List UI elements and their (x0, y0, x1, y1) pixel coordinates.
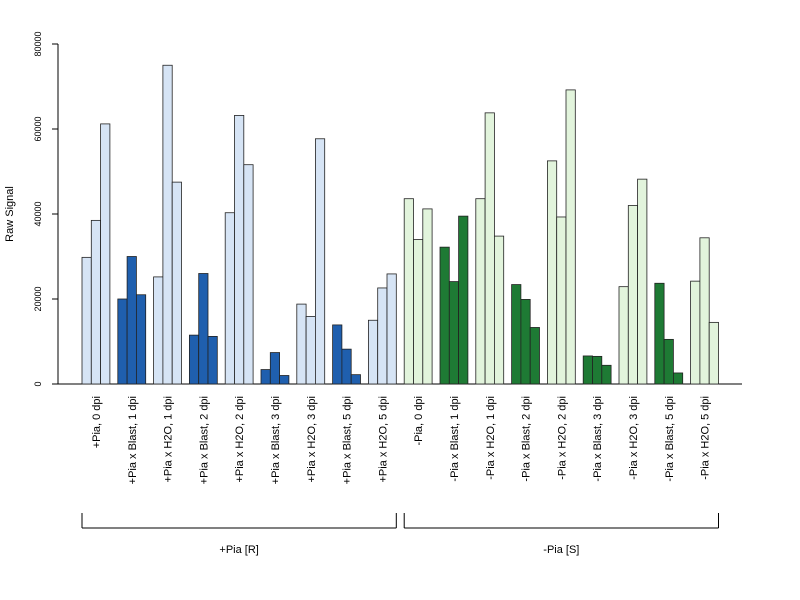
bar (350, 374, 361, 385)
group-brackets: +Pia [R] -Pia [S] (81, 513, 719, 556)
y-axis: 0 20000 40000 60000 80000 (33, 31, 59, 387)
bar (260, 369, 271, 385)
x-category-label: -Pia x Blast, 1 dpi (449, 396, 461, 482)
bar (100, 123, 111, 385)
bar (332, 324, 343, 385)
x-category-label: -Pia x H2O, 1 dpi (485, 396, 497, 480)
bar (90, 219, 102, 385)
y-tick-label: 60000 (33, 116, 43, 141)
bar (207, 335, 218, 385)
x-category-label: -Pia x H2O, 2 dpi (556, 396, 568, 480)
x-category-label: -Pia x H2O, 3 dpi (628, 396, 640, 480)
bar (171, 181, 182, 385)
group-label: +Pia [R] (219, 544, 258, 556)
bar (403, 198, 414, 385)
bar (153, 276, 164, 385)
bar (601, 364, 612, 385)
bar (188, 334, 200, 385)
y-axis-title: Raw Signal (4, 186, 16, 242)
bar (243, 164, 254, 385)
x-category-label: +Pia x H2O, 5 dpi (377, 396, 389, 483)
x-category-label: +Pia x Blast, 2 dpi (198, 396, 210, 484)
bar (493, 235, 505, 385)
bar (475, 198, 486, 385)
bar (377, 287, 388, 385)
bars (81, 64, 719, 385)
bar (529, 327, 540, 385)
bar (708, 321, 719, 385)
bar (386, 273, 397, 385)
y-tick-label: 20000 (33, 286, 43, 311)
bar (117, 298, 128, 385)
bar (458, 215, 469, 385)
bar (627, 205, 638, 385)
bar (224, 212, 235, 385)
y-tick-label: 40000 (33, 201, 43, 226)
x-category-label: +Pia x Blast, 1 dpi (127, 396, 139, 484)
x-category-label: -Pia, 0 dpi (413, 396, 425, 446)
bar (269, 352, 280, 385)
bar (511, 284, 522, 385)
x-category-label: +Pia, 0 dpi (91, 396, 103, 448)
x-category-label: +Pia x H2O, 1 dpi (163, 396, 175, 483)
x-category-label: +Pia x Blast, 3 dpi (270, 396, 282, 484)
x-category-label: -Pia x Blast, 2 dpi (521, 396, 533, 482)
bar (663, 338, 674, 385)
x-category-label: -Pia x Blast, 5 dpi (664, 396, 676, 482)
bar (234, 115, 245, 385)
bar (81, 256, 92, 385)
y-tick-label: 80000 (33, 31, 43, 56)
bar (547, 160, 558, 385)
x-category-label: -Pia x Blast, 3 dpi (592, 396, 604, 482)
bar (198, 273, 209, 385)
bar (162, 64, 173, 385)
category-labels: +Pia, 0 dpi +Pia x Blast, 1 dpi +Pia x H2O… (91, 396, 712, 484)
bar (296, 303, 307, 385)
bar (618, 286, 629, 385)
bar (582, 355, 593, 385)
bar (126, 256, 137, 385)
bar (305, 316, 316, 385)
bar (448, 281, 459, 385)
bar (556, 216, 567, 385)
bar (699, 237, 710, 385)
bar (690, 280, 701, 385)
bar (637, 178, 648, 385)
y-tick-label: 0 (33, 381, 43, 386)
bar (520, 299, 531, 385)
bar (673, 372, 684, 385)
group-label: -Pia [S] (543, 544, 579, 556)
bar (413, 239, 424, 385)
bar (565, 89, 576, 385)
x-category-label: +Pia x Blast, 5 dpi (342, 396, 354, 484)
bar (484, 112, 495, 385)
x-category-label: +Pia x H2O, 2 dpi (234, 396, 246, 483)
bar (654, 282, 665, 385)
x-category-label: -Pia x H2O, 5 dpi (700, 396, 712, 480)
x-category-label: +Pia x H2O, 3 dpi (306, 396, 318, 483)
bar (314, 138, 326, 385)
bar (279, 375, 290, 385)
bar (135, 294, 147, 385)
bar (422, 208, 433, 385)
bar (341, 348, 352, 385)
bar (439, 246, 450, 385)
bar (592, 355, 603, 385)
bar (367, 319, 379, 385)
